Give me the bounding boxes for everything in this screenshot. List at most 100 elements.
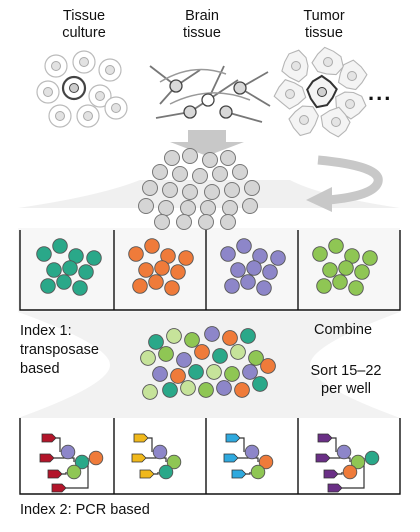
pooled-cell [182,184,198,200]
index2-cell [88,450,104,466]
pcr-index-tag-icon [315,453,331,463]
culture-nucleus [105,65,115,75]
pooled-cell [198,214,214,230]
culture-nucleus [111,103,121,113]
combined-cells [140,326,276,400]
index1-cell [164,280,180,296]
sort-label: Sort 15–22 per well [310,363,382,397]
index1-cell [148,274,164,290]
index2-cell [158,464,174,480]
combined-cell [152,366,168,382]
index2-link [154,472,159,475]
index2-cell [336,444,352,460]
index2-cell [66,464,82,480]
index1-cell [40,278,56,294]
tissue-culture-icon [36,50,128,128]
index1-cell [138,262,154,278]
down-arrow-icon [170,130,244,156]
index1-cell [52,238,68,254]
pooled-cell [158,200,174,216]
index2-cell [74,454,90,470]
index1-cell [328,238,344,254]
pcr-index-tag-icon [231,469,247,479]
tumor-nucleus [299,115,309,125]
index2-cell [250,464,266,480]
combined-cell [230,344,246,360]
index1-cell [348,280,364,296]
tumor-nucleus [345,99,355,109]
culture-nucleus [55,111,65,121]
index1-cell [154,260,170,276]
pooled-cell [232,164,248,180]
pooled-cell [154,214,170,230]
combined-cell [242,364,258,380]
pcr-index-tag-icon [41,433,57,443]
neuron-process [159,68,227,83]
index1-cell [362,250,378,266]
pooled-cell [220,214,236,230]
index1-cell [240,274,256,290]
more-sources-ellipsis: ... [368,80,393,105]
index2-label: Index 2: PCR based [20,502,150,518]
combined-cell [206,364,222,380]
pooled-cells [138,148,260,230]
combined-cell [222,330,238,346]
index2-link [148,437,153,452]
index1-cell [78,264,94,280]
combined-cell [142,384,158,400]
combined-cell [198,382,214,398]
combine-label: Combine [314,322,373,338]
index1-cell [128,246,144,262]
combined-cell [224,366,240,382]
combined-cell [240,328,256,344]
index2-wells [19,418,401,495]
index1-cell [230,262,246,278]
pcr-index-tag-icon [323,469,339,479]
tissue-culture-label: Tissue culture [62,8,106,41]
culture-nucleus [95,91,105,101]
pcr-index-tag-icon [223,453,239,463]
combined-cell [184,332,200,348]
culture-nucleus [43,87,53,97]
return-arrowhead-icon [306,187,332,212]
index1-cell [170,264,186,280]
index2-link [246,472,251,475]
pooled-cell [200,200,216,216]
pooled-cell [164,150,180,166]
index2-cell [342,464,358,480]
pcr-index-tag-icon [47,469,63,479]
combined-cell [212,348,228,364]
pooled-cell [192,168,208,184]
tumor-nucleus [285,89,295,99]
combined-cell [216,380,232,396]
index2-link [332,437,337,452]
pooled-cell [152,164,168,180]
index2-link [342,458,365,489]
index2-cell [258,454,274,470]
index1-cell [312,246,328,262]
index2-cell [364,450,380,466]
index1-cell [36,246,52,262]
pcr-index-tag-icon [131,453,147,463]
pooled-cell [202,152,218,168]
index1-cell [56,274,72,290]
pooled-cell [176,214,192,230]
index2-cell [60,444,76,460]
index2-link [66,458,89,489]
index2-cell [350,454,366,470]
combined-cell [148,334,164,350]
pooled-cell [180,200,196,216]
culture-nucleus [69,83,79,93]
pooled-cell [222,200,238,216]
index1-cell [86,250,102,266]
index1-label: Index 1: transposase based [20,323,99,377]
index1-cell [256,280,272,296]
combined-cell [180,380,196,396]
tumor-tissue-icon [273,46,368,138]
combined-cell [248,350,264,366]
index1-cell [316,278,332,294]
index1-cell [270,250,286,266]
index1-wells [19,230,401,311]
index2-link [62,472,67,475]
index1-cell [178,250,194,266]
